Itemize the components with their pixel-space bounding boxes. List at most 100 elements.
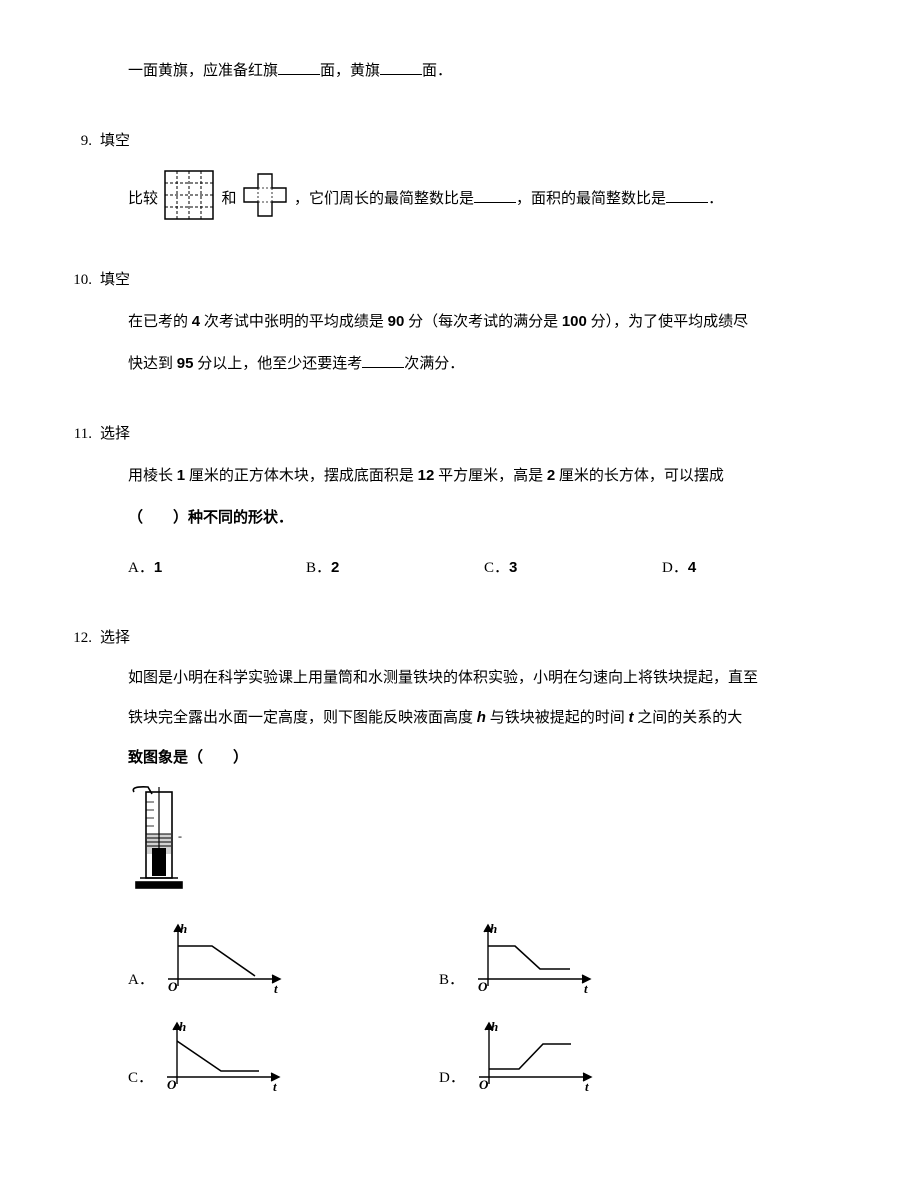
- q9-blank-2[interactable]: [666, 188, 708, 203]
- q11-n2: 12: [418, 467, 435, 484]
- q12-graphs: A． h O t B． h O t: [100, 921, 660, 1099]
- q12-p2b: 与铁块被提起的时间: [486, 710, 629, 726]
- grid-4x4-icon: [162, 168, 218, 224]
- q8-text-a: 一面黄旗，应准备红旗: [128, 63, 278, 79]
- q12-hvar: h: [477, 709, 486, 726]
- q8-text-c: 面．: [422, 63, 452, 79]
- q10-n1: 4: [192, 313, 200, 330]
- q12-optA-label: A．: [128, 959, 154, 1001]
- q11-title: 选择: [100, 426, 130, 442]
- q10-p1a: 在已考的: [128, 314, 192, 330]
- q12-line1: 如图是小明在科学实验课上用量筒和水测量铁块的体积实验，小明在匀速向上将铁块提起，…: [100, 659, 840, 698]
- svg-text:O: O: [168, 979, 178, 994]
- svg-text:O: O: [167, 1077, 177, 1092]
- question-10: 10.填空 在已考的 4 次考试中张明的平均成绩是 90 分（每次考试的满分是 …: [100, 259, 840, 385]
- q8-text-b: 面，黄旗: [320, 63, 380, 79]
- q12-title: 选择: [100, 630, 130, 646]
- q11-p1b: 厘米的正方体木块，摆成底面积是: [185, 468, 418, 484]
- q9-title: 填空: [100, 133, 130, 149]
- q12-optC-label: C．: [128, 1057, 153, 1099]
- question-9: 9.填空 比较 和 ，它: [100, 120, 840, 231]
- q11-paren: （ ）种不同的形状．: [128, 509, 293, 526]
- q9-body: 比较 和 ，它们周长的最简整数比是，面积的最: [100, 168, 840, 231]
- q11-header: 11.选择: [100, 413, 840, 455]
- q11-optA-val: 1: [154, 559, 162, 576]
- svg-text:t: t: [274, 981, 278, 996]
- q8-blank-2[interactable]: [380, 60, 422, 75]
- graph-c-icon: h O t: [159, 1019, 289, 1099]
- svg-text:h: h: [179, 1019, 186, 1034]
- q9-mid2: ，它们周长的最简整数比是: [294, 191, 474, 207]
- q11-option-c[interactable]: C．3: [484, 547, 662, 589]
- q9-cross-figure: [240, 171, 290, 228]
- svg-text:O: O: [479, 1077, 489, 1092]
- q10-p2b: 分以上，他至少还要连考: [193, 356, 362, 372]
- q12-p2a: 铁块完全露出水面一定高度，则下图能反映液面高度: [128, 710, 477, 726]
- q12-p2c: 之间的关系的大: [633, 710, 742, 726]
- q11-options: A．1 B．2 C．3 D．4: [100, 547, 840, 589]
- q10-title: 填空: [100, 272, 130, 288]
- q8-line: 一面黄旗，应准备红旗 面，黄旗 面．: [100, 50, 840, 92]
- beaker-dash: -: [178, 829, 182, 843]
- q12-line3: 致图象是（ ）: [100, 738, 840, 778]
- q11-option-d[interactable]: D．4: [662, 547, 840, 589]
- measuring-cylinder-icon: -: [128, 784, 188, 894]
- q11-option-a[interactable]: A．1: [128, 547, 306, 589]
- q10-n2: 90: [388, 313, 405, 330]
- q12-p3: 致图象是（ ）: [128, 749, 248, 766]
- q11-optB-label: B．: [306, 560, 331, 576]
- question-11: 11.选择 用棱长 1 厘米的正方体木块，摆成底面积是 12 平方厘米，高是 2…: [100, 413, 840, 589]
- q9-header: 9.填空: [100, 120, 840, 162]
- svg-text:t: t: [273, 1079, 277, 1094]
- q8-blank-1[interactable]: [278, 60, 320, 75]
- q10-p2c: 次满分．: [404, 356, 464, 372]
- svg-text:h: h: [180, 921, 187, 936]
- q12-line2: 铁块完全露出水面一定高度，则下图能反映液面高度 h 与铁块被提起的时间 t 之间…: [100, 698, 840, 738]
- cross-shape-icon: [240, 171, 290, 221]
- q12-beaker-figure: -: [100, 784, 840, 911]
- q10-blank[interactable]: [362, 353, 404, 368]
- q12-option-b[interactable]: B． h O t: [439, 921, 660, 1001]
- svg-text:h: h: [491, 1019, 498, 1034]
- q11-p1d: 厘米的长方体，可以摆成: [555, 468, 724, 484]
- q11-optC-val: 3: [509, 559, 517, 576]
- q10-number: 10.: [56, 259, 92, 301]
- q11-line2: （ ）种不同的形状．: [100, 497, 840, 539]
- q10-p2a: 快达到: [128, 356, 177, 372]
- q11-optA-label: A．: [128, 560, 154, 576]
- svg-text:h: h: [490, 921, 497, 936]
- q9-lead: 比较: [128, 191, 158, 207]
- q12-optB-label: B．: [439, 959, 464, 1001]
- q10-p1b: 次考试中张明的平均成绩是: [200, 314, 388, 330]
- svg-text:O: O: [478, 979, 488, 994]
- q10-line2: 快达到 95 分以上，他至少还要连考 次满分．: [100, 343, 840, 385]
- q12-option-c[interactable]: C． h O t: [128, 1019, 349, 1099]
- q11-p1c: 平方厘米，高是: [434, 468, 547, 484]
- q12-option-a[interactable]: A． h O t: [128, 921, 349, 1001]
- q9-mid3: ，面积的最简整数比是: [516, 191, 666, 207]
- q12-option-d[interactable]: D． h O t: [439, 1019, 660, 1099]
- svg-text:t: t: [585, 1079, 589, 1094]
- q10-n4: 95: [177, 355, 194, 372]
- q10-line1: 在已考的 4 次考试中张明的平均成绩是 90 分（每次考试的满分是 100 分）…: [100, 301, 840, 343]
- q9-blank-1[interactable]: [474, 188, 516, 203]
- q11-line1: 用棱长 1 厘米的正方体木块，摆成底面积是 12 平方厘米，高是 2 厘米的长方…: [100, 455, 840, 497]
- q12-number: 12.: [56, 617, 92, 659]
- q10-p1c: 分（每次考试的满分是: [404, 314, 562, 330]
- q9-grid-figure: [162, 168, 218, 231]
- q11-optC-label: C．: [484, 560, 509, 576]
- q11-optD-label: D．: [662, 560, 688, 576]
- q11-n3: 2: [547, 467, 555, 484]
- q9-mid1: 和: [222, 191, 237, 207]
- q12-optD-label: D．: [439, 1057, 465, 1099]
- svg-text:t: t: [584, 981, 588, 996]
- q10-n3: 100: [562, 313, 587, 330]
- question-12: 12.选择 如图是小明在科学实验课上用量筒和水测量铁块的体积实验，小明在匀速向上…: [100, 617, 840, 1099]
- graph-b-icon: h O t: [470, 921, 600, 1001]
- q11-optB-val: 2: [331, 559, 339, 576]
- q10-p1d: 分），为了使平均成绩尽: [587, 314, 748, 330]
- q9-number: 9.: [56, 120, 92, 162]
- q11-p1a: 用棱长: [128, 468, 177, 484]
- q11-n1: 1: [177, 467, 185, 484]
- q11-option-b[interactable]: B．2: [306, 547, 484, 589]
